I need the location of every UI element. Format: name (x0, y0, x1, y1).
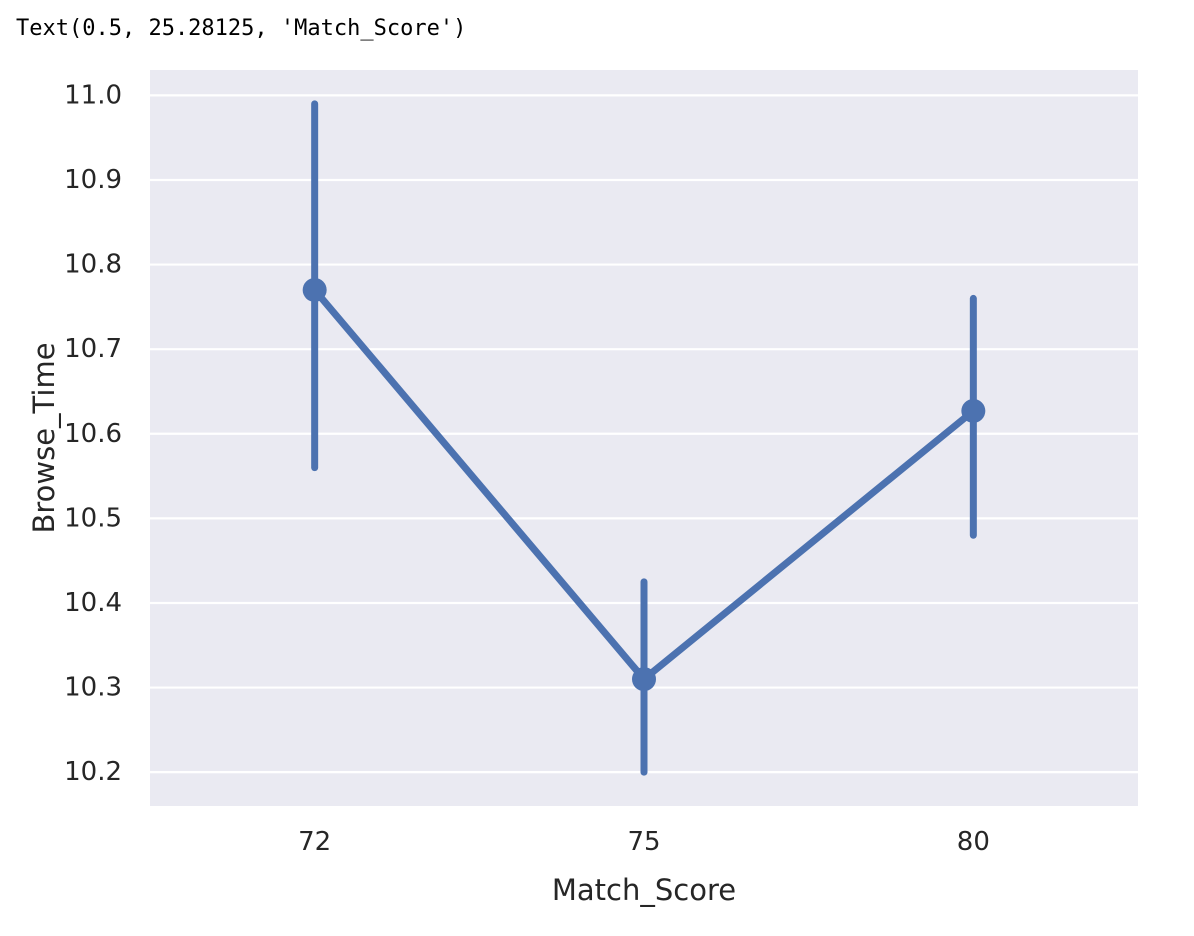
data-point (302, 277, 327, 302)
y-tick-label: 10.4 (64, 588, 122, 618)
y-tick-label: 10.3 (64, 673, 122, 703)
y-axis-label: Browse_Time (27, 342, 61, 533)
x-axis-label: Match_Score (552, 873, 736, 907)
y-tick-label: 10.6 (64, 419, 122, 449)
y-tick-labels: 10.2 10.3 10.4 10.5 10.6 10.7 10.8 10.9 11.0 (64, 80, 122, 787)
x-tick-label: 80 (957, 827, 990, 857)
data-point (961, 398, 986, 423)
x-tick-label: 72 (298, 827, 331, 857)
x-tick-labels: 72 75 80 (298, 827, 990, 857)
x-tick-label: 75 (627, 827, 660, 857)
y-tick-label: 11.0 (64, 80, 122, 110)
cell-output-text: Text(0.5, 25.28125, 'Match_Score') (16, 16, 467, 41)
data-series (302, 100, 986, 776)
y-tick-label: 10.9 (64, 165, 122, 195)
y-tick-label: 10.7 (64, 334, 122, 364)
y-tick-label: 10.2 (64, 757, 122, 787)
y-tick-label: 10.8 (64, 250, 122, 280)
data-point (632, 667, 656, 692)
y-tick-label: 10.5 (64, 503, 122, 533)
